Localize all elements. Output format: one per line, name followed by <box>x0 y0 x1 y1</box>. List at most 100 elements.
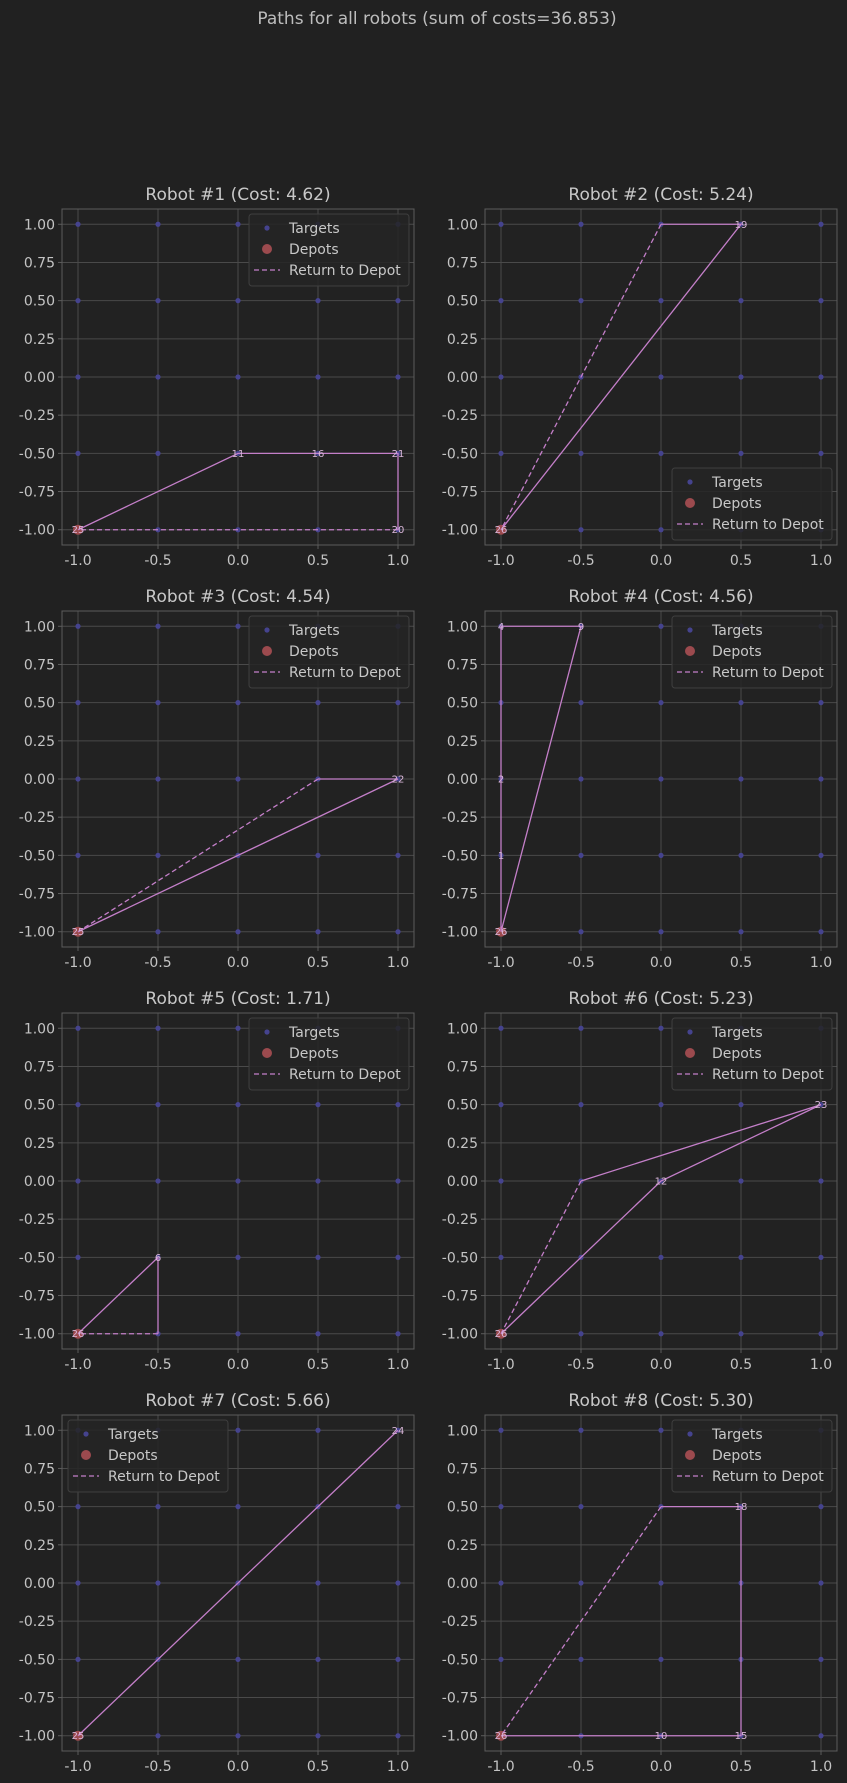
robot-path <box>501 1505 742 1737</box>
target-point <box>818 1331 824 1337</box>
legend-targets-label: Targets <box>711 623 763 639</box>
target-point <box>395 1331 401 1337</box>
legend-targets-label: Targets <box>711 1427 763 1443</box>
target-point <box>658 1025 664 1031</box>
y-tick-label: 0.00 <box>447 1174 478 1190</box>
y-tick-label: -0.50 <box>19 1652 55 1668</box>
y-tick-label: -0.25 <box>442 810 478 826</box>
target-point <box>155 1178 161 1184</box>
y-tick-label: 0.50 <box>447 1500 478 1516</box>
node-label: 19 <box>735 220 748 231</box>
target-point <box>738 1178 744 1184</box>
legend-targets-marker <box>264 1029 270 1035</box>
robot-path <box>500 625 582 932</box>
target-point <box>315 298 321 304</box>
y-tick-label: 1.00 <box>24 1423 55 1439</box>
node-label: 26 <box>72 1329 85 1340</box>
y-tick-label: -0.50 <box>19 446 55 462</box>
target-point <box>315 1733 321 1739</box>
x-tick-label: -1.0 <box>64 1759 91 1775</box>
target-point <box>315 1331 321 1337</box>
legend-depots-marker <box>262 1048 272 1058</box>
target-point <box>75 1656 81 1662</box>
y-tick-label: 0.00 <box>447 370 478 386</box>
y-tick-label: -0.50 <box>19 848 55 864</box>
target-point <box>658 1331 664 1337</box>
figure-title: Paths for all robots (sum of costs=36.85… <box>257 9 616 29</box>
target-point <box>315 1254 321 1260</box>
panel-robot-7: Robot #7 (Cost: 5.66) -1.0 -0.5 0.0 0.5 1.0 1.… <box>19 1391 415 1775</box>
legend-return-label: Return to Depot <box>712 665 824 681</box>
target-point <box>578 1580 584 1586</box>
node-label: 18 <box>735 1502 748 1513</box>
y-tick-label: 0.50 <box>447 294 478 310</box>
legend-depots-label: Depots <box>289 1046 339 1062</box>
y-tick-label: 0.00 <box>24 772 55 788</box>
x-tick-label: 0.5 <box>307 553 329 569</box>
legend-targets-marker <box>264 225 270 231</box>
robot-path <box>77 1255 159 1335</box>
target-point <box>155 623 161 629</box>
axes-frame <box>61 1012 415 1350</box>
y-tick-label: 0.75 <box>24 1461 55 1477</box>
target-point <box>738 700 744 706</box>
y-tick-label: 0.25 <box>447 332 478 348</box>
return-path <box>500 1506 662 1737</box>
y-tick-label: 0.50 <box>447 1098 478 1114</box>
target-point <box>235 374 241 380</box>
target-point <box>738 929 744 935</box>
node-label: 26 <box>495 1329 508 1340</box>
y-tick-label: 0.50 <box>447 696 478 712</box>
panel-robot-5: Robot #5 (Cost: 1.71) -1.0 -0.5 0.0 0.5 1.0 1.… <box>19 989 415 1373</box>
target-point <box>235 298 241 304</box>
x-tick-label: -1.0 <box>64 955 91 971</box>
y-tick-label: 0.25 <box>24 1136 55 1152</box>
y-tick-label: 0.75 <box>24 255 55 271</box>
target-point <box>235 1254 241 1260</box>
target-point <box>658 374 664 380</box>
target-point <box>235 1331 241 1337</box>
target-point <box>315 1580 321 1586</box>
target-point <box>658 929 664 935</box>
legend-box <box>671 1017 833 1091</box>
target-point <box>155 298 161 304</box>
node-label: 24 <box>392 1426 405 1437</box>
target-point <box>75 623 81 629</box>
y-tick-label: 1.00 <box>447 1423 478 1439</box>
y-tick-label: -0.25 <box>442 1614 478 1630</box>
target-point <box>155 776 161 782</box>
y-tick-label: -0.75 <box>442 887 478 903</box>
legend-box <box>67 1419 229 1493</box>
y-tick-label: 0.75 <box>447 1461 478 1477</box>
axes-frame <box>484 208 838 546</box>
legend-box <box>248 615 410 689</box>
x-tick-label: 1.0 <box>810 1759 832 1775</box>
target-point <box>578 1331 584 1337</box>
legend-targets-label: Targets <box>288 623 340 639</box>
target-point <box>235 221 241 227</box>
target-point <box>155 1733 161 1739</box>
target-point <box>315 929 321 935</box>
panel-robot-6: Robot #6 (Cost: 5.23) -1.0 -0.5 0.0 0.5 1.0 1.… <box>442 989 838 1373</box>
target-point <box>235 1504 241 1510</box>
x-tick-label: -0.5 <box>567 1357 594 1373</box>
target-point <box>658 298 664 304</box>
legend-targets-marker <box>264 627 270 633</box>
y-tick-label: 0.25 <box>447 1136 478 1152</box>
target-point <box>578 1102 584 1108</box>
y-tick-label: 0.75 <box>24 657 55 673</box>
x-tick-label: 0.0 <box>650 1759 672 1775</box>
x-tick-label: -0.5 <box>144 1357 171 1373</box>
target-point <box>658 1102 664 1108</box>
y-tick-label: 1.00 <box>447 217 478 233</box>
target-point <box>818 1656 824 1662</box>
y-tick-label: -0.75 <box>19 1691 55 1707</box>
legend-depots-marker <box>685 498 695 508</box>
target-point <box>395 1178 401 1184</box>
target-point <box>75 852 81 858</box>
x-tick-label: -0.5 <box>567 1759 594 1775</box>
x-tick-label: 0.5 <box>307 1357 329 1373</box>
y-tick-label: 0.00 <box>447 772 478 788</box>
target-point <box>578 776 584 782</box>
y-tick-label: -0.25 <box>442 1212 478 1228</box>
